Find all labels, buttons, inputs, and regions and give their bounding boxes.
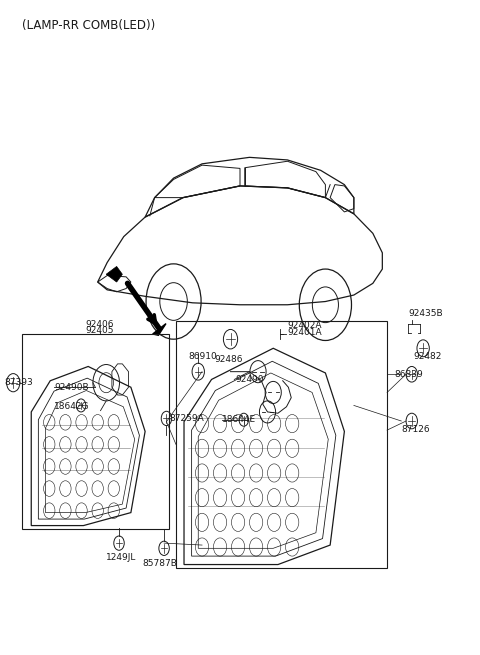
Text: 85787B: 85787B — [142, 559, 177, 569]
Text: 92406: 92406 — [86, 320, 114, 329]
Text: 92490B: 92490B — [54, 383, 89, 392]
Text: 92490: 92490 — [235, 375, 264, 384]
Text: 92486: 92486 — [214, 355, 242, 364]
Text: 87259A: 87259A — [170, 414, 204, 423]
Text: 1249JL: 1249JL — [106, 553, 137, 562]
Text: 92482: 92482 — [413, 352, 442, 360]
Text: 92401A: 92401A — [288, 328, 322, 337]
Polygon shape — [106, 267, 122, 282]
Bar — [176, 321, 387, 568]
Text: 86910: 86910 — [189, 352, 217, 362]
Text: (LAMP-RR COMB(LED)): (LAMP-RR COMB(LED)) — [22, 19, 155, 32]
Text: 92402A: 92402A — [288, 321, 322, 330]
Polygon shape — [153, 324, 166, 335]
Text: 87393: 87393 — [5, 378, 34, 387]
Text: 86839: 86839 — [395, 370, 423, 379]
Text: 87126: 87126 — [401, 425, 430, 434]
Text: 18642G: 18642G — [54, 402, 89, 411]
Text: 18644E: 18644E — [222, 415, 256, 424]
Text: 92405: 92405 — [86, 326, 114, 335]
Bar — [22, 334, 169, 529]
Text: 92435B: 92435B — [408, 309, 443, 318]
